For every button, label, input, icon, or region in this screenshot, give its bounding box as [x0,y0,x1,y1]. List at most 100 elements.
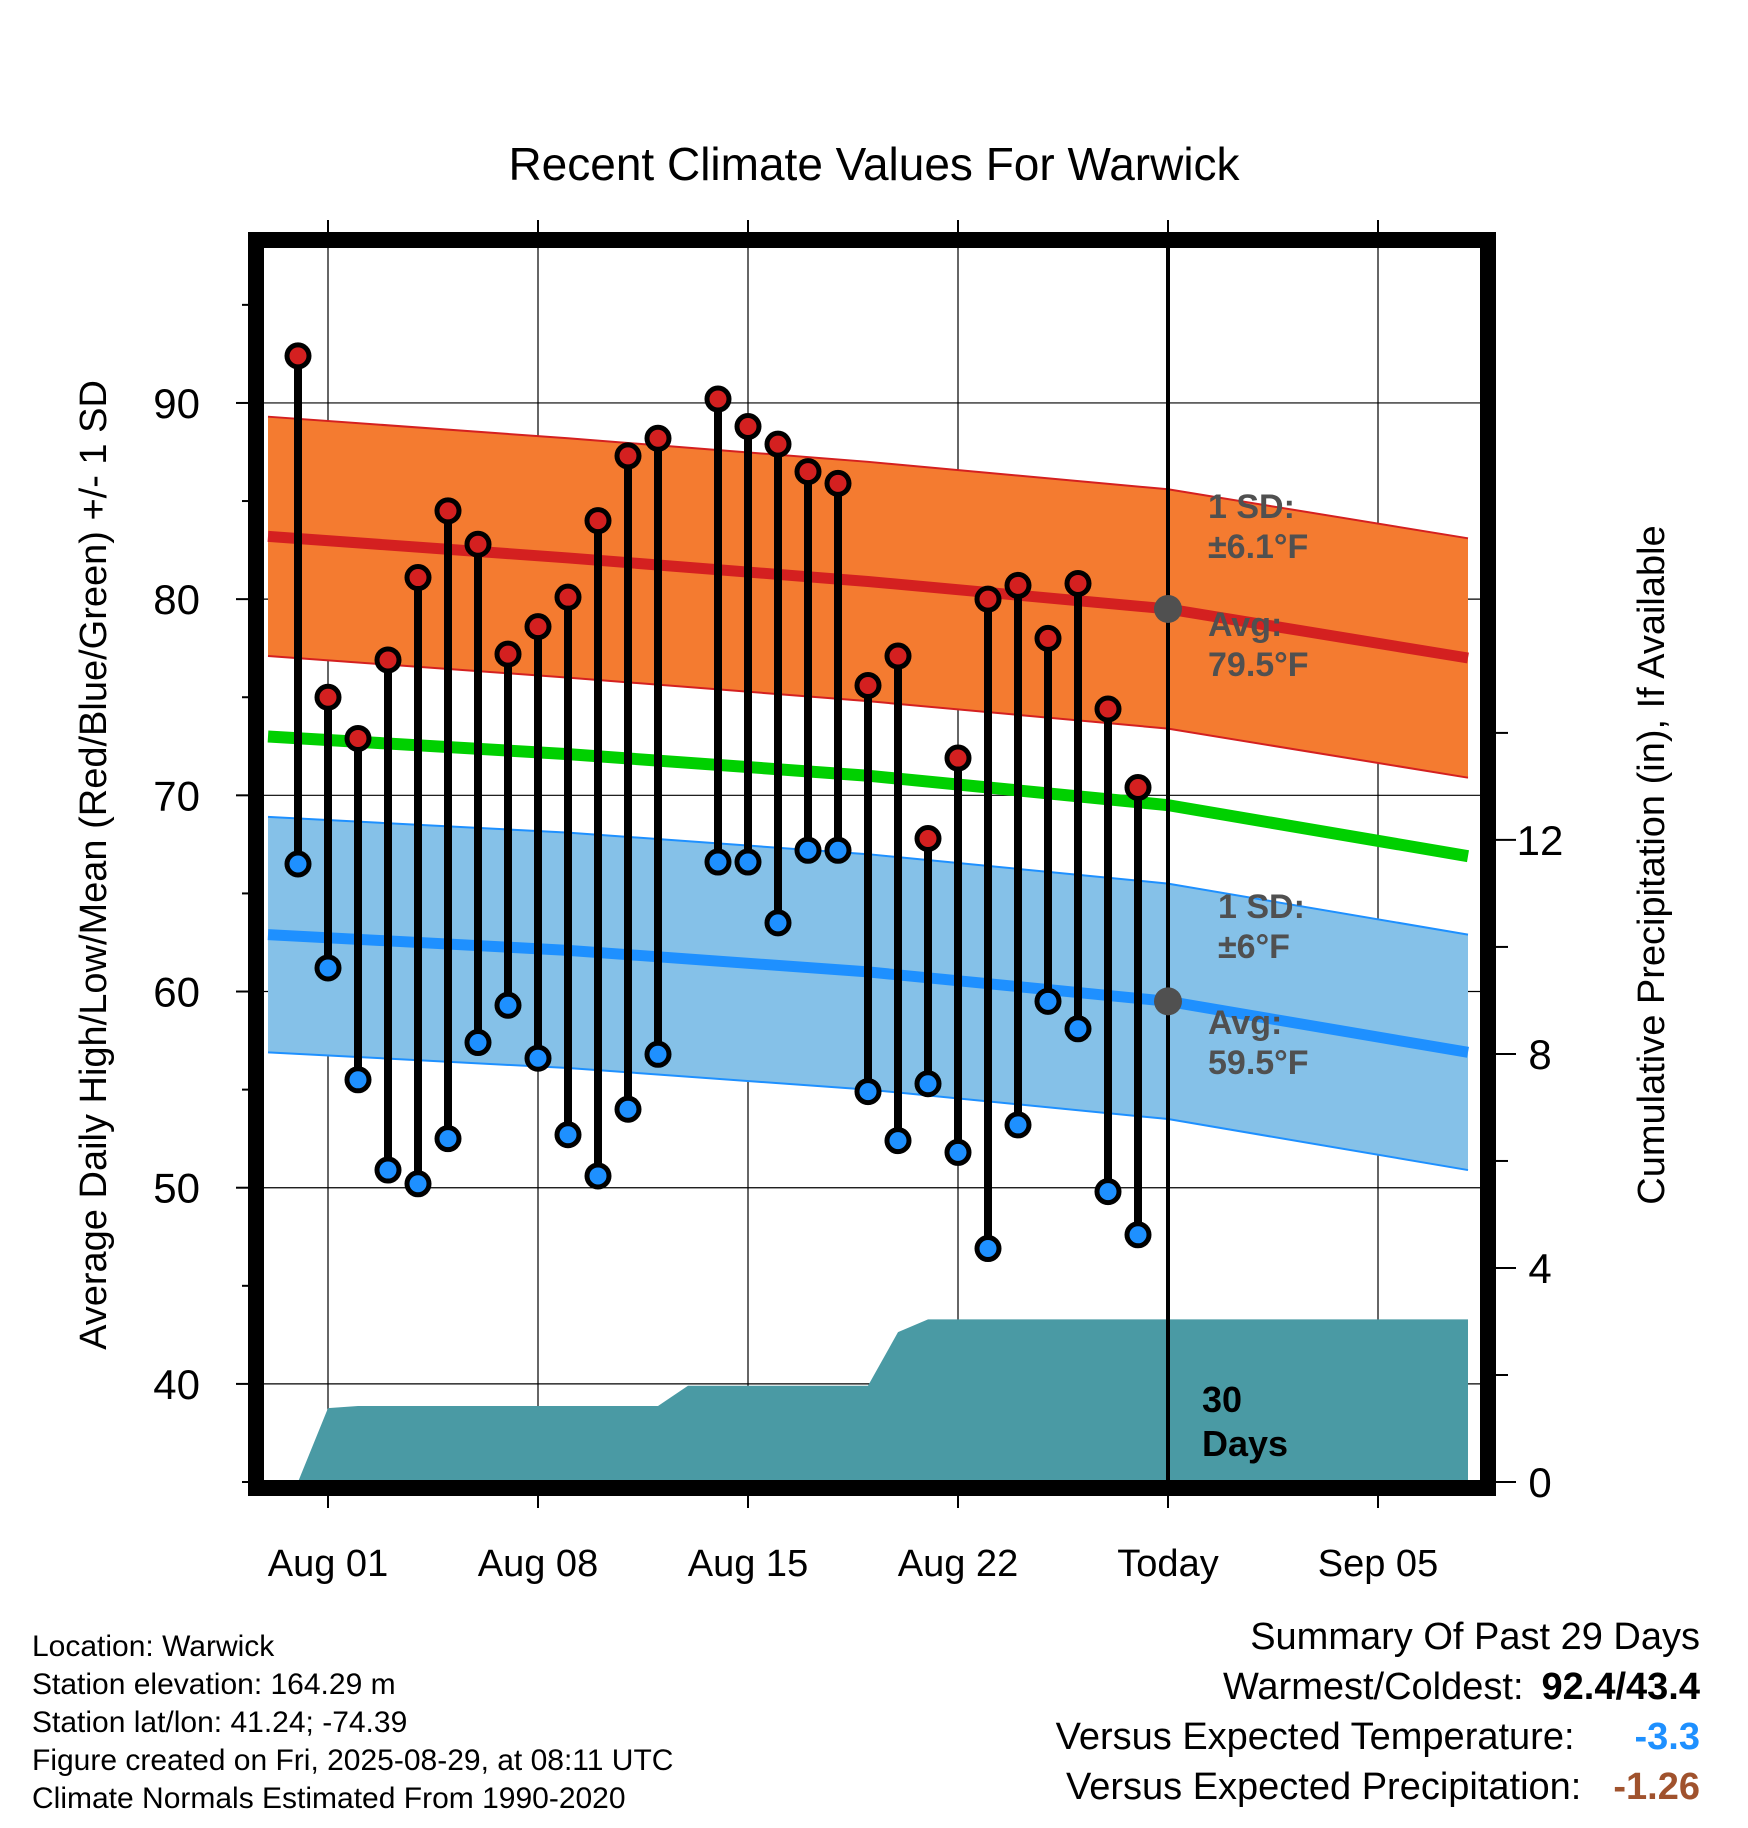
high-point [824,469,852,497]
y-tick-label: 90 [153,380,200,427]
y-tick-label: 70 [153,772,200,819]
low-point [794,836,822,864]
low-point [1004,1111,1032,1139]
low-point [884,1127,912,1155]
low-point [614,1095,642,1123]
precip-anomaly-label: Versus Expected Precipitation: [1065,1766,1582,1808]
summary-temp-anomaly: Versus Expected Temperature: -3.3 [1056,1712,1700,1762]
y2-tick-label: 12 [1517,817,1564,864]
chart-title: Recent Climate Values For Warwick [508,138,1240,190]
low-point [764,909,792,937]
low-point [554,1121,582,1149]
low-point [704,848,732,876]
precip-anomaly-value: -1.26 [1613,1766,1700,1808]
normals-text: Climate Normals Estimated From 1990-2020 [32,1782,626,1815]
high-point [854,671,882,699]
x-tick-label: Aug 15 [688,1543,808,1585]
low-point [524,1044,552,1072]
plot-area [262,246,1482,1482]
low-point [1064,1015,1092,1043]
low-point [854,1078,882,1106]
high-sd-upper-edge [267,415,1469,540]
warmest-coldest-label: Warmest/Coldest: [1222,1666,1524,1708]
high-point [1034,624,1062,652]
high-point [884,642,912,670]
high-point [404,564,432,592]
high-point [944,744,972,772]
high-point [284,342,312,370]
low-point [494,991,522,1019]
high-point [1094,695,1122,723]
created-text: Figure created on Fri, 2025-08-29, at 08… [32,1744,674,1777]
high-point [314,683,342,711]
low-point [974,1235,1002,1263]
plot-frame [248,232,1496,1496]
high-point [764,430,792,458]
high-avg-marker [1154,594,1182,623]
x-tick-label: Sep 05 [1318,1543,1438,1585]
low-point [404,1170,432,1198]
location-text: Location: Warwick [32,1630,275,1663]
low-point [944,1138,972,1166]
precip-area [298,1319,1468,1482]
low-avg-annotation: Avg: 59.5°F [1208,1004,1309,1082]
y-tick-label: 80 [153,576,200,623]
summary-panel: Summary Of Past 29 Days Warmest/Coldest:… [1056,1612,1700,1812]
high-point [554,583,582,611]
low-point [734,848,762,876]
y-tick-label: 60 [153,969,200,1016]
high-point [794,458,822,486]
high-point [524,613,552,641]
high-point [734,412,762,440]
low-point [1034,987,1062,1015]
low-point [1124,1221,1152,1249]
x-tick-label: Aug 08 [478,1543,598,1585]
low-point [914,1070,942,1098]
temp-anomaly-label: Versus Expected Temperature: [1055,1716,1575,1758]
high-point [644,424,672,452]
low-point [374,1156,402,1184]
y-axis-label: Average Daily High/Low/Mean (Red/Blue/Gr… [73,380,115,1350]
high-point [464,530,492,558]
high-point [494,640,522,668]
temp-anomaly-value: -3.3 [1634,1716,1700,1758]
high-point [1064,569,1092,597]
high-point [1004,571,1032,599]
low-point [314,954,342,982]
summary-heading: Summary Of Past 29 Days [1250,1616,1700,1658]
high-point [914,824,942,852]
y2-tick-label: 0 [1528,1459,1551,1506]
climate-chart: 1 SD: ±6.1°F Avg: 79.5°F 1 SD: ±6°F Avg: 59.5°F… [73,138,1673,1585]
low-point [644,1040,672,1068]
y-tick-label: 40 [153,1361,200,1408]
y2-axis-label: Cumulative Precipitation (in), If Availa… [1631,525,1673,1204]
summary-warmest-coldest: Warmest/Coldest: 92.4/43.4 [1056,1662,1700,1712]
high-point [1124,773,1152,801]
high-point [374,646,402,674]
low-sd-annotation: 1 SD: ±6°F [1218,888,1305,966]
y2-tick-label: 4 [1528,1245,1551,1292]
y2-tick-label: 8 [1528,1031,1551,1078]
low-point [464,1029,492,1057]
warmest-coldest-value: 92.4/43.4 [1541,1666,1700,1708]
low-point [434,1125,462,1153]
high-point [704,385,732,413]
low-avg-marker [1154,987,1182,1016]
high-sd-annotation: 1 SD: ±6.1°F [1208,488,1308,566]
low-point [1094,1178,1122,1206]
low-point [584,1162,612,1190]
x-tick-label: Aug 01 [268,1543,388,1585]
high-point [584,507,612,535]
low-point [284,850,312,878]
high-avg-annotation: Avg: 79.5°F [1208,606,1309,684]
latlon-text: Station lat/lon: 41.24; -74.39 [32,1706,408,1739]
high-point [614,442,642,470]
elevation-text: Station elevation: 164.29 m [32,1668,396,1701]
high-point [974,585,1002,613]
station-info: Location: Warwick Station elevation: 164… [32,1628,673,1818]
days-annotation: 30 Days [1202,1379,1288,1464]
low-point [824,836,852,864]
y-tick-label: 50 [153,1165,200,1212]
high-point [344,724,372,752]
summary-precip-anomaly: Versus Expected Precipitation: -1.26 [1056,1762,1700,1812]
